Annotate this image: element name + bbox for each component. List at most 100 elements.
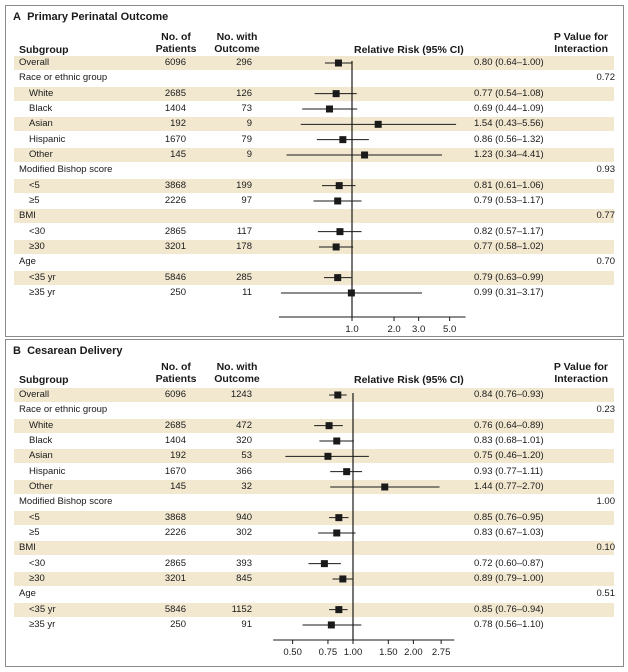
point-estimate: [347, 289, 355, 297]
panel-label: B: [13, 345, 21, 357]
row-patients: 5846: [164, 271, 186, 283]
row-outcome: 117: [236, 225, 252, 237]
panel-label: A: [13, 11, 21, 23]
row-label: <35 yr: [29, 603, 56, 615]
point-estimate: [333, 529, 341, 537]
header-outcome: No. with Outcome: [206, 361, 268, 385]
header-p-value-line2: Interaction: [554, 373, 608, 385]
point-estimate: [332, 243, 340, 251]
row-outcome: 79: [241, 133, 252, 145]
row-label: Black: [29, 434, 53, 446]
row-label: Race or ethnic group: [19, 72, 108, 84]
row-label: ≥5: [29, 194, 40, 206]
point-estimate: [324, 452, 332, 460]
row-ci-text: 0.78 (0.56–1.10): [474, 618, 544, 630]
header-outcome-line2: Outcome: [214, 373, 260, 385]
header-patients-line2: Patients: [155, 373, 197, 385]
header-p-value-line1: P Value for: [553, 31, 608, 43]
row-patients: 5846: [164, 603, 186, 615]
panel-title: A Primary Perinatal Outcome: [13, 11, 168, 23]
forest-plot: 1.0 2.0 3.0 5.0: [278, 59, 466, 335]
row-patients: 3201: [164, 240, 186, 252]
point-estimate: [325, 422, 333, 430]
x-tick-label: 2.75: [432, 647, 451, 658]
row-shading: [14, 479, 614, 494]
row-label: ≥5: [29, 526, 40, 538]
row-shading: [14, 86, 614, 101]
x-tick-label: 1.00: [344, 647, 363, 658]
row-ci-text: 0.83 (0.67–1.03): [474, 526, 544, 538]
row-outcome: 91: [241, 618, 252, 630]
point-estimate: [325, 105, 333, 113]
row-patients: 2226: [164, 194, 186, 206]
row-ci-text: 0.93 (0.77–1.11): [474, 465, 544, 477]
x-tick-label: 3.0: [412, 324, 425, 335]
header-outcome-line1: No. with: [216, 361, 258, 373]
row-outcome: 9: [246, 118, 252, 130]
row-outcome: 178: [236, 240, 252, 252]
row-label: Asian: [29, 118, 53, 130]
row-label: ≥30: [29, 572, 45, 584]
panel-title: B Cesarean Delivery: [13, 345, 122, 357]
row-ci-text: 0.84 (0.76–0.93): [474, 389, 544, 400]
row-ci-text: 0.76 (0.64–0.89): [474, 419, 544, 431]
row-shading: [14, 270, 614, 285]
row-patients: 1670: [164, 133, 186, 145]
row-outcome: 472: [236, 419, 252, 431]
row-label: ≥30: [29, 240, 45, 252]
header-patients-line1: No. of: [161, 361, 191, 373]
row-patients: 250: [170, 286, 186, 298]
point-estimate: [334, 274, 342, 282]
row-outcome: 393: [236, 557, 252, 569]
point-estimate: [336, 228, 344, 236]
row-outcome: 1152: [231, 603, 252, 615]
row-patients: 145: [170, 148, 186, 160]
point-estimate: [333, 437, 341, 445]
row-outcome: 97: [241, 194, 252, 206]
row-label: Other: [29, 148, 53, 160]
header-p-value-line1: P Value for: [553, 361, 608, 373]
row-ci-text: 0.79 (0.53–1.17): [474, 194, 544, 206]
x-tick-label: 0.75: [319, 647, 338, 658]
point-estimate: [327, 621, 335, 629]
header-subgroup: Subgroup: [19, 44, 69, 56]
point-estimate: [335, 606, 343, 614]
header-outcome: No. with Outcome: [206, 31, 268, 55]
row-outcome: 53: [241, 450, 252, 462]
row-label: ≥35 yr: [29, 618, 56, 630]
row-label: BMI: [19, 210, 36, 222]
row-outcome: 199: [236, 179, 252, 191]
header-relative-risk: Relative Risk (95% CI): [354, 374, 464, 386]
forest-plot: 0.50 0.75 1.00 1.50 2.00 2.75: [273, 391, 455, 658]
row-outcome: 320: [236, 434, 252, 446]
header-subgroup: Subgroup: [19, 374, 69, 386]
x-tick-label: 2.00: [404, 647, 423, 658]
header-outcome-line2: Outcome: [214, 43, 260, 55]
row-patients: 3201: [164, 572, 186, 584]
row-patients: 2865: [164, 225, 186, 237]
x-tick-label: 1.0: [345, 324, 358, 335]
panel-title-text: Primary Perinatal Outcome: [27, 11, 169, 23]
row-p-value: 0.51: [596, 588, 616, 600]
row-patients: 1404: [164, 102, 186, 114]
row-label: <35 yr: [29, 271, 56, 283]
point-estimate: [361, 151, 369, 159]
row-ci-text: 0.83 (0.68–1.01): [474, 434, 544, 446]
row-patients: 192: [170, 450, 186, 462]
header-patients-line2: Patients: [155, 43, 197, 55]
row-shading: [14, 56, 614, 70]
row-patients: 2226: [164, 526, 186, 538]
row-p-value: 0.72: [596, 72, 616, 84]
row-label: Asian: [29, 450, 53, 462]
row-ci-text: 1.44 (0.77–2.70): [474, 480, 544, 492]
row-shading: [14, 239, 614, 254]
panel-title-text: Cesarean Delivery: [27, 345, 123, 357]
point-estimate: [334, 59, 342, 67]
row-patients: 2685: [164, 87, 186, 99]
row-ci-text: 0.69 (0.44–1.09): [474, 102, 544, 114]
point-estimate: [381, 483, 389, 491]
row-ci-text: 0.77 (0.58–1.02): [474, 240, 544, 252]
row-outcome: 366: [236, 465, 252, 477]
row-label: BMI: [19, 542, 36, 554]
point-estimate: [374, 120, 382, 128]
